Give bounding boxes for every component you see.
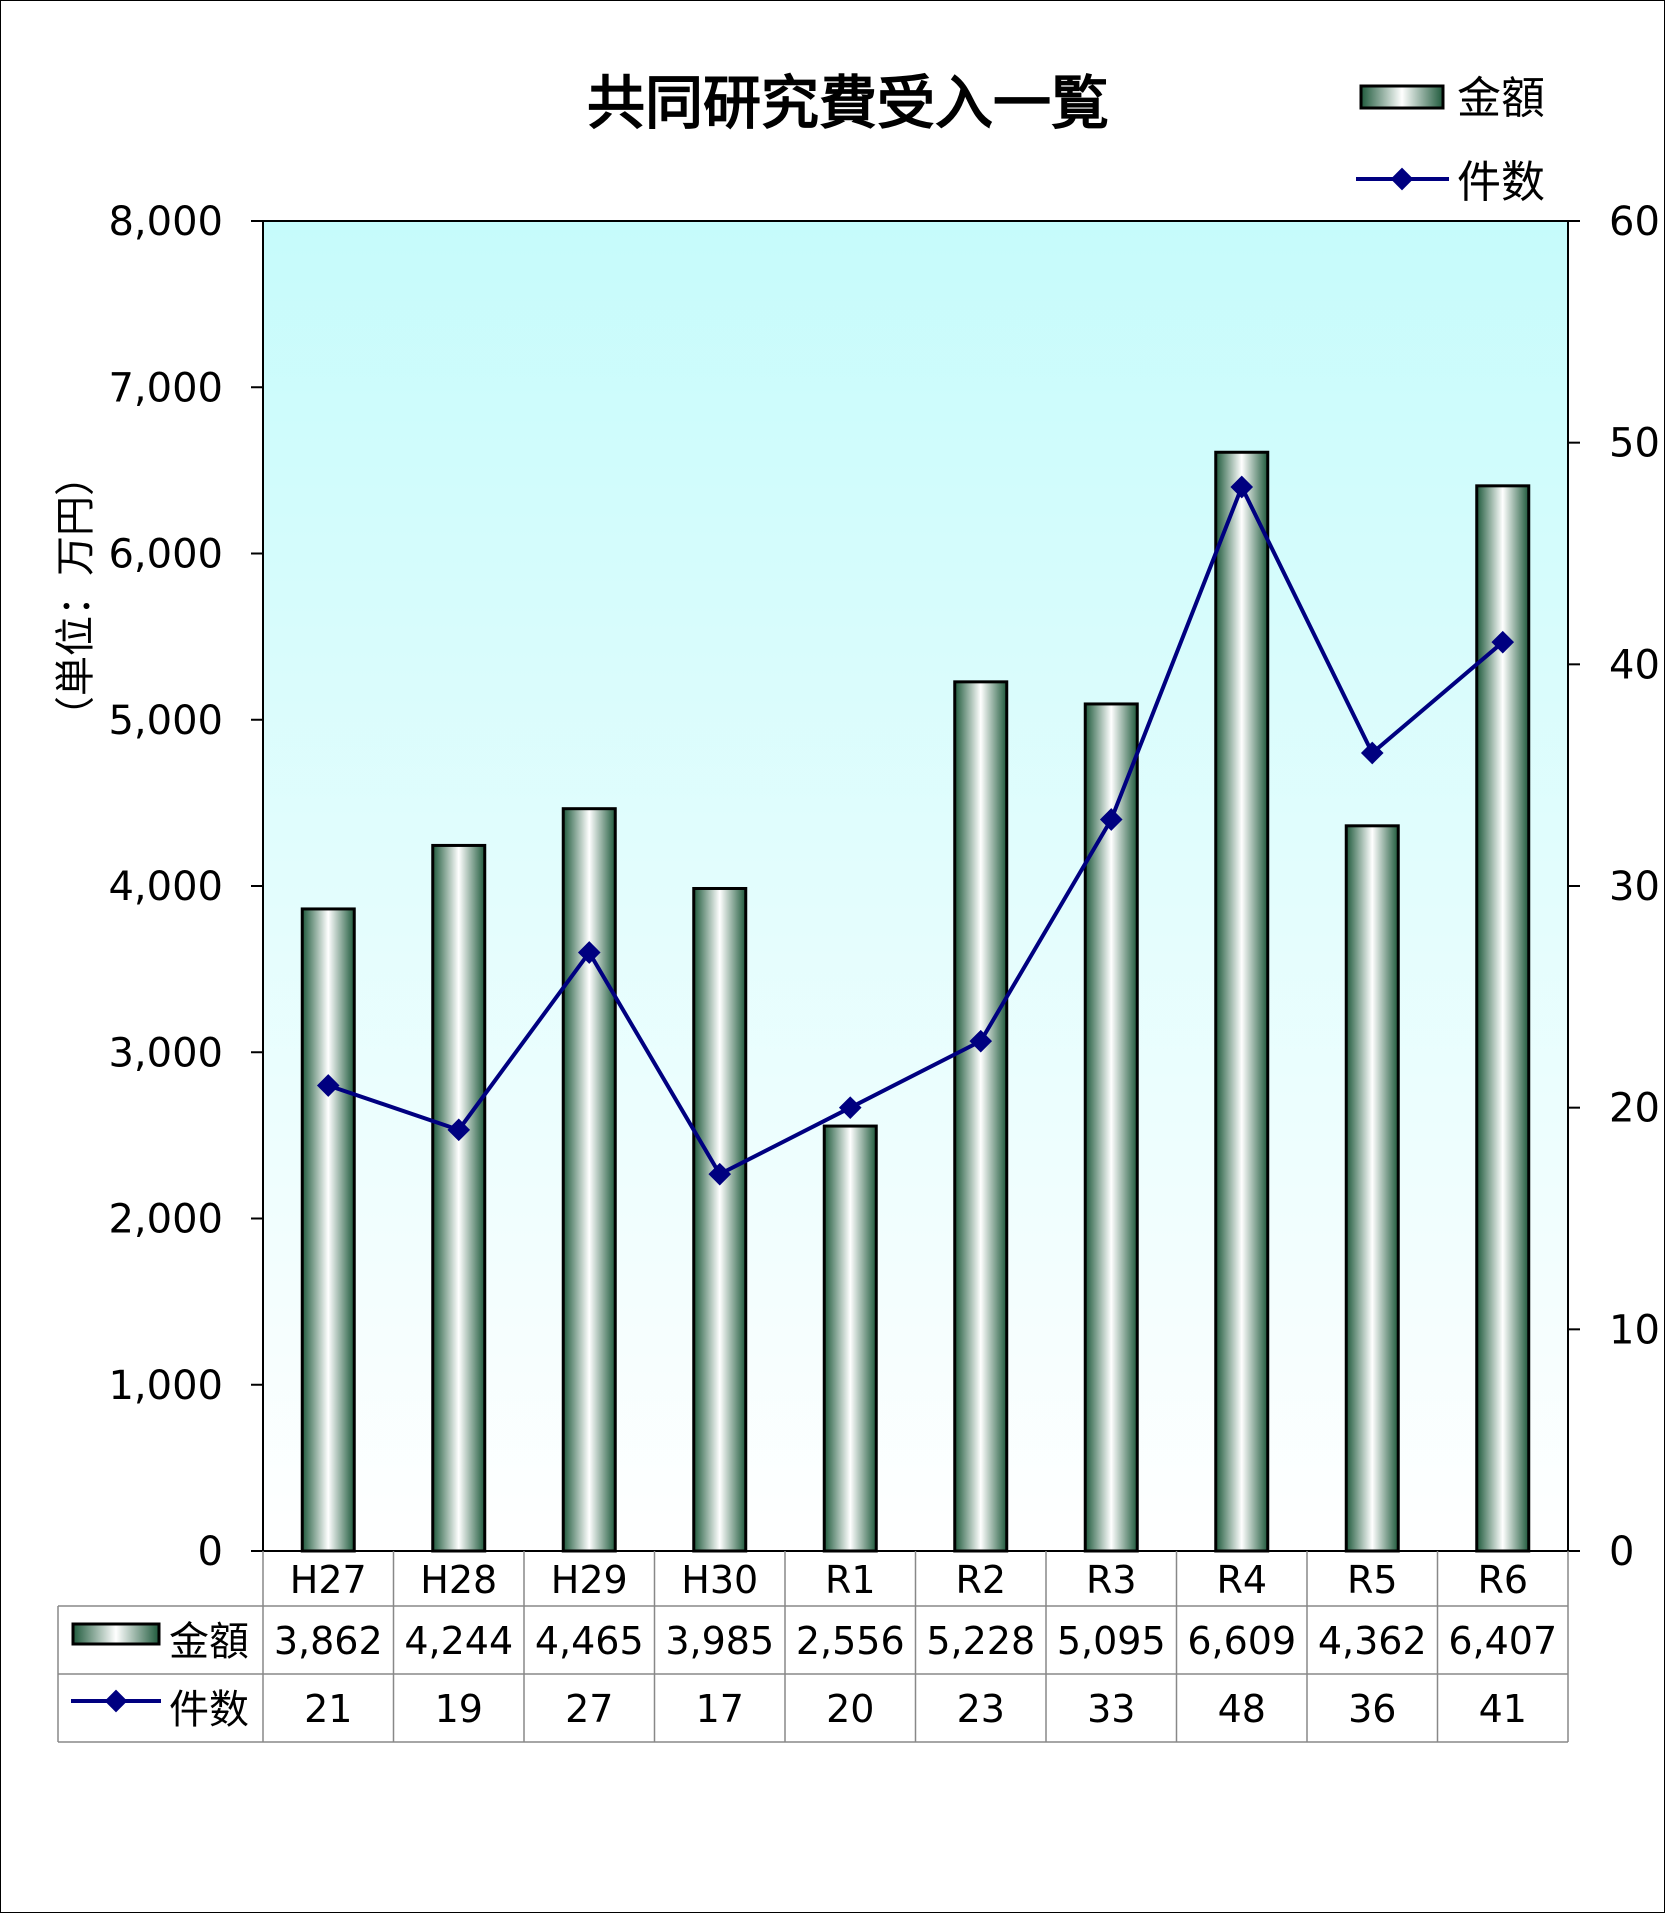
category-label: H27	[290, 1558, 367, 1602]
category-label: R3	[1086, 1558, 1137, 1602]
category-label: R4	[1216, 1558, 1267, 1602]
left-tick-label: 7,000	[108, 365, 223, 411]
bar-R4	[1214, 450, 1270, 1553]
table-amount-cell: 6,609	[1187, 1619, 1296, 1663]
bar-series	[300, 450, 1531, 1553]
line-marker-R5	[1360, 741, 1384, 765]
left-tick-label: 4,000	[108, 864, 223, 910]
line-marker-R3	[1099, 808, 1123, 831]
table-amount-cell: 3,985	[665, 1619, 774, 1663]
left-tick-label: 6,000	[108, 532, 223, 578]
left-tick-label: 1,000	[108, 1363, 223, 1409]
line-marker-R2	[969, 1029, 993, 1053]
bar-H29	[561, 807, 617, 1553]
table-count-cell: 21	[304, 1687, 352, 1731]
right-tick-label: 40	[1609, 642, 1660, 688]
table-amount-cell: 2,556	[796, 1619, 905, 1663]
left-tick-label: 3,000	[108, 1030, 223, 1076]
table-count-cell: 27	[565, 1687, 613, 1731]
left-tick-label: 2,000	[108, 1197, 223, 1243]
right-tick-label: 50	[1609, 421, 1660, 467]
right-tick-label: 60	[1609, 199, 1660, 245]
table-count-cell: 19	[435, 1687, 483, 1731]
bar-R3	[1083, 702, 1139, 1553]
category-label: H28	[420, 1558, 497, 1602]
right-tick-label: 20	[1609, 1086, 1660, 1132]
table-count-cell: 41	[1479, 1687, 1527, 1731]
category-label: R5	[1347, 1558, 1398, 1602]
table-count-cell: 17	[696, 1687, 744, 1731]
y-axis-title: （単位：万円）	[53, 456, 99, 736]
table-count-cell: 23	[957, 1687, 1005, 1731]
left-tick-label: 8,000	[108, 199, 223, 245]
bar-R5	[1344, 824, 1400, 1553]
bar-H28	[431, 843, 487, 1553]
legend-bar-swatch	[1359, 84, 1445, 110]
table-count-cell: 36	[1348, 1687, 1396, 1731]
table-bar-swatch	[71, 1622, 161, 1646]
table-amount-cell: 4,362	[1318, 1619, 1427, 1663]
table-count-cell: 33	[1087, 1687, 1135, 1731]
table-count-cell: 20	[826, 1687, 874, 1731]
bar-H27	[300, 907, 356, 1553]
line-marker-R6	[1491, 630, 1515, 654]
right-tick-label: 0	[1609, 1529, 1634, 1575]
left-axis: 0 1,000 2,000 3,000 4,000 5,000 6,000 7,000 8,00…	[108, 199, 263, 1575]
legend: 金額 件数	[1356, 73, 1545, 208]
legend-bar-label: 金額	[1457, 73, 1545, 124]
table-bar-label: 金額	[169, 1619, 249, 1665]
table-amount-cell: 5,095	[1057, 1619, 1166, 1663]
line-marker-R1	[838, 1096, 862, 1119]
left-tick-label: 5,000	[108, 698, 223, 744]
table-line-label: 件数	[169, 1687, 249, 1733]
category-label: R1	[825, 1558, 876, 1602]
table-amount-cell: 3,862	[274, 1619, 383, 1663]
line-marker-H30	[708, 1162, 732, 1186]
category-label: R6	[1477, 1558, 1528, 1602]
table-count-cell: 48	[1218, 1687, 1266, 1731]
table-line-marker	[104, 1689, 128, 1713]
chart-title: 共同研究費受入一覧	[587, 69, 1109, 137]
bar-R2	[953, 680, 1009, 1553]
legend-line-label: 件数	[1457, 157, 1545, 208]
table-amount-cell: 4,244	[404, 1619, 513, 1663]
right-tick-label: 30	[1609, 864, 1660, 910]
table-amount-cell: 6,407	[1448, 1619, 1557, 1663]
bar-R6	[1475, 484, 1531, 1553]
line-marker-H29	[577, 941, 601, 964]
right-axis: 0 10 20 30 40 50 60	[1568, 199, 1660, 1575]
legend-line-marker	[1390, 167, 1414, 191]
table-amount-cell: 5,228	[926, 1619, 1035, 1663]
line-marker-H28	[447, 1118, 471, 1142]
line-marker-R4	[1230, 475, 1254, 499]
category-label: R2	[955, 1558, 1006, 1602]
category-label: H29	[551, 1558, 628, 1602]
count-line	[327, 482, 1505, 1177]
category-label: H30	[681, 1558, 758, 1602]
line-marker-H27	[316, 1074, 340, 1097]
line-series	[316, 475, 1515, 1186]
left-tick-label: 0	[198, 1529, 223, 1575]
bar-H30	[692, 886, 748, 1553]
table-amount-cell: 4,465	[535, 1619, 644, 1663]
right-tick-label: 10	[1609, 1307, 1660, 1353]
bar-R1	[822, 1124, 878, 1553]
